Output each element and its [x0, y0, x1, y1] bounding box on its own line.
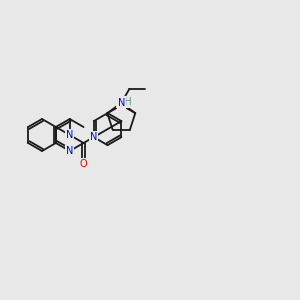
Text: N: N — [90, 132, 98, 142]
Text: O: O — [80, 159, 87, 169]
Text: N: N — [118, 98, 125, 108]
Text: N: N — [66, 130, 74, 140]
Text: N: N — [66, 146, 74, 156]
Text: NH: NH — [117, 97, 132, 107]
